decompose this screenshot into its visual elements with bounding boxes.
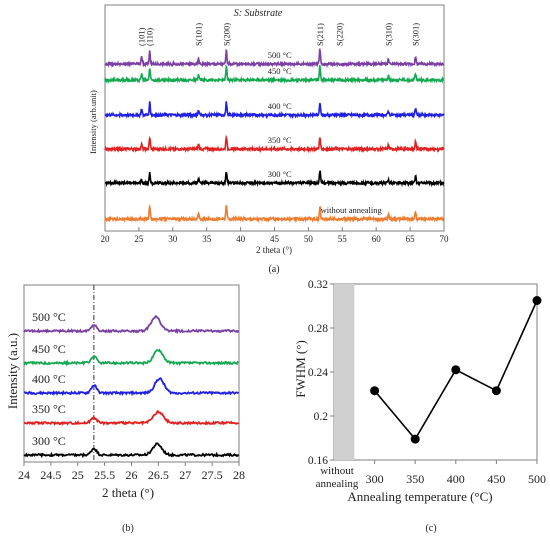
panel-a-x-tick-label: 65 [406, 234, 416, 244]
panel-c-data-point [410, 434, 420, 444]
panel-a-series-label: without annealing [321, 205, 383, 215]
panel-c-data-point [451, 365, 461, 375]
panel-a-series-label: 400 °C [268, 101, 292, 111]
panel-c-y-tick-label: 0.24 [308, 367, 328, 379]
panel-a-caption: (a) [268, 264, 279, 275]
panel-b-x-tick-label: 26 [126, 468, 138, 482]
panel-a-series-line [104, 204, 445, 224]
panel-a-x-tick-label: 35 [202, 234, 212, 244]
panel-a-x-tick-label: 60 [372, 234, 382, 244]
panel-a: 20 25 30 35 40 45 50 55 60 65 70 (101)(110) S(101) S… [88, 4, 450, 275]
panel-c-y-ticks: 0.16 0.2 0.24 0.28 0.32 [308, 279, 334, 467]
panel-b-x-tick-label: 25.5 [94, 468, 115, 482]
panel-a-legend-note: S: Substrate [234, 8, 283, 19]
panel-b-x-tick-label: 24 [18, 468, 30, 482]
panel-b-caption: (b) [122, 523, 134, 534]
panel-a-x-ticks: 20 25 30 35 40 45 50 55 60 65 70 [101, 227, 450, 244]
panel-a-series-labels: without annealing 300 °C 350 °C 400 °C 450 °… [268, 50, 383, 215]
panel-a-series-label: 450 °C [268, 66, 292, 76]
panel-c-extra-category-line1: without [320, 465, 354, 477]
panel-c-shaded-band [334, 284, 355, 460]
panel-a-y-axis-label: Intensity (arb.unit) [88, 90, 98, 154]
panel-b-series-label: 450 °C [32, 342, 66, 356]
panel-b-x-tick-label: 27.5 [202, 468, 223, 482]
panel-c-y-tick-label: 0.32 [308, 279, 328, 291]
panel-b-series-line [23, 348, 240, 367]
panel-a-x-tick-label: 50 [304, 234, 314, 244]
panel-b-series-label: 500 °C [32, 310, 66, 324]
panel-a-x-tick-label: 70 [440, 234, 450, 244]
panel-a-peak-label: S(220) [335, 23, 345, 46]
panel-b-x-tick-label: 27 [179, 468, 191, 482]
panel-a-peak-label: S(211) [315, 23, 325, 46]
panel-c-x-tick-label: 300 [366, 472, 384, 486]
panel-c-x-axis-label: Annealing temperature (°C) [347, 489, 492, 504]
panel-b-series-line [23, 315, 240, 335]
panel-a-x-tick-label: 30 [168, 234, 178, 244]
panel-a-x-axis-label: 2 theta (°) [256, 245, 292, 255]
panel-c-x-ticks: 300 350 400 450 500 [366, 460, 546, 486]
panel-b-x-tick-label: 24.5 [40, 468, 61, 482]
panel-a-series-line [104, 170, 445, 188]
panel-c-x-tick-label: 400 [447, 472, 465, 486]
panel-a-x-tick-label: 25 [134, 234, 144, 244]
panel-c-y-axis-label: FWHM (°) [293, 340, 308, 398]
panel-a-x-tick-label: 55 [338, 234, 348, 244]
panel-c: 0.16 0.2 0.24 0.28 0.32 300 350 400 450 500 with… [293, 279, 546, 534]
panel-a-peak-label: S(101) [194, 23, 204, 46]
panel-b-x-tick-label: 25 [72, 468, 84, 482]
panel-b-series-label: 300 °C [32, 434, 66, 448]
panel-c-frame [333, 283, 538, 461]
panel-b-x-tick-label: 26.5 [148, 468, 169, 482]
panel-a-series-line [104, 64, 445, 85]
panel-c-plot-frame [333, 283, 538, 461]
panel-c-data-point [370, 386, 380, 396]
panel-c-shaded-region [334, 284, 355, 460]
panel-a-series-label: 500 °C [268, 50, 292, 60]
panel-a-peak-label: S(301) [411, 23, 421, 46]
panel-c-y-tick-label: 0.16 [308, 455, 328, 467]
panel-b-y-axis-label: Intensity (a.u.) [5, 333, 20, 409]
panel-a-peak-label: S(310) [383, 23, 393, 46]
panel-b-series-line [23, 442, 240, 459]
panel-b-series-label: 400 °C [32, 372, 66, 386]
panel-b-series-line [23, 377, 240, 397]
panel-b-x-tick-label: 28 [233, 468, 245, 482]
panel-c-x-tick-label: 500 [528, 472, 546, 486]
panel-a-x-tick-label: 45 [270, 234, 280, 244]
panel-b-x-ticks: 24 24.5 25 25.5 26 26.5 27 27.5 28 [18, 462, 245, 482]
panel-a-peak-label: (110) [145, 28, 155, 46]
panel-b-x-axis-label: 2 theta (°) [102, 485, 154, 500]
panel-b-series-labels: 300 °C 350 °C 400 °C 450 °C 500 °C [32, 310, 66, 448]
panel-c-points [370, 296, 542, 444]
panel-a-series-line [104, 101, 445, 120]
panel-b-series-label: 350 °C [32, 402, 66, 416]
panel-a-series-label: 350 °C [268, 135, 292, 145]
panel-a-series-line [104, 134, 445, 154]
panel-a-series-label: 300 °C [268, 169, 292, 179]
panel-c-y-tick-label: 0.2 [314, 411, 329, 423]
panel-a-peak-label: S(200) [221, 23, 231, 46]
panel-c-data-point [532, 296, 542, 305]
panel-b: 24 24.5 25 25.5 26 26.5 27 27.5 28 300 °C 350 °C 4… [5, 284, 245, 534]
panel-a-peak-labels: (101)(110) S(101) S(200) S(211) S(220) S(310)… [137, 23, 421, 46]
panel-c-caption: (c) [425, 523, 436, 534]
panel-c-x-tick-label: 450 [487, 472, 505, 486]
panel-c-data-point [491, 386, 501, 396]
panel-b-series [23, 315, 240, 459]
panel-a-x-tick-label: 40 [236, 234, 246, 244]
panel-a-peak-label: (101) [137, 27, 147, 46]
panel-c-x-tick-label: 350 [406, 472, 424, 486]
panel-a-series-line [104, 48, 445, 69]
panel-b-series-line [23, 409, 240, 426]
panel-a-series [104, 48, 445, 224]
panel-a-x-tick-label: 20 [101, 234, 111, 244]
panel-c-extra-category-line2: annealing [316, 478, 359, 490]
panel-c-y-tick-label: 0.28 [308, 323, 328, 335]
